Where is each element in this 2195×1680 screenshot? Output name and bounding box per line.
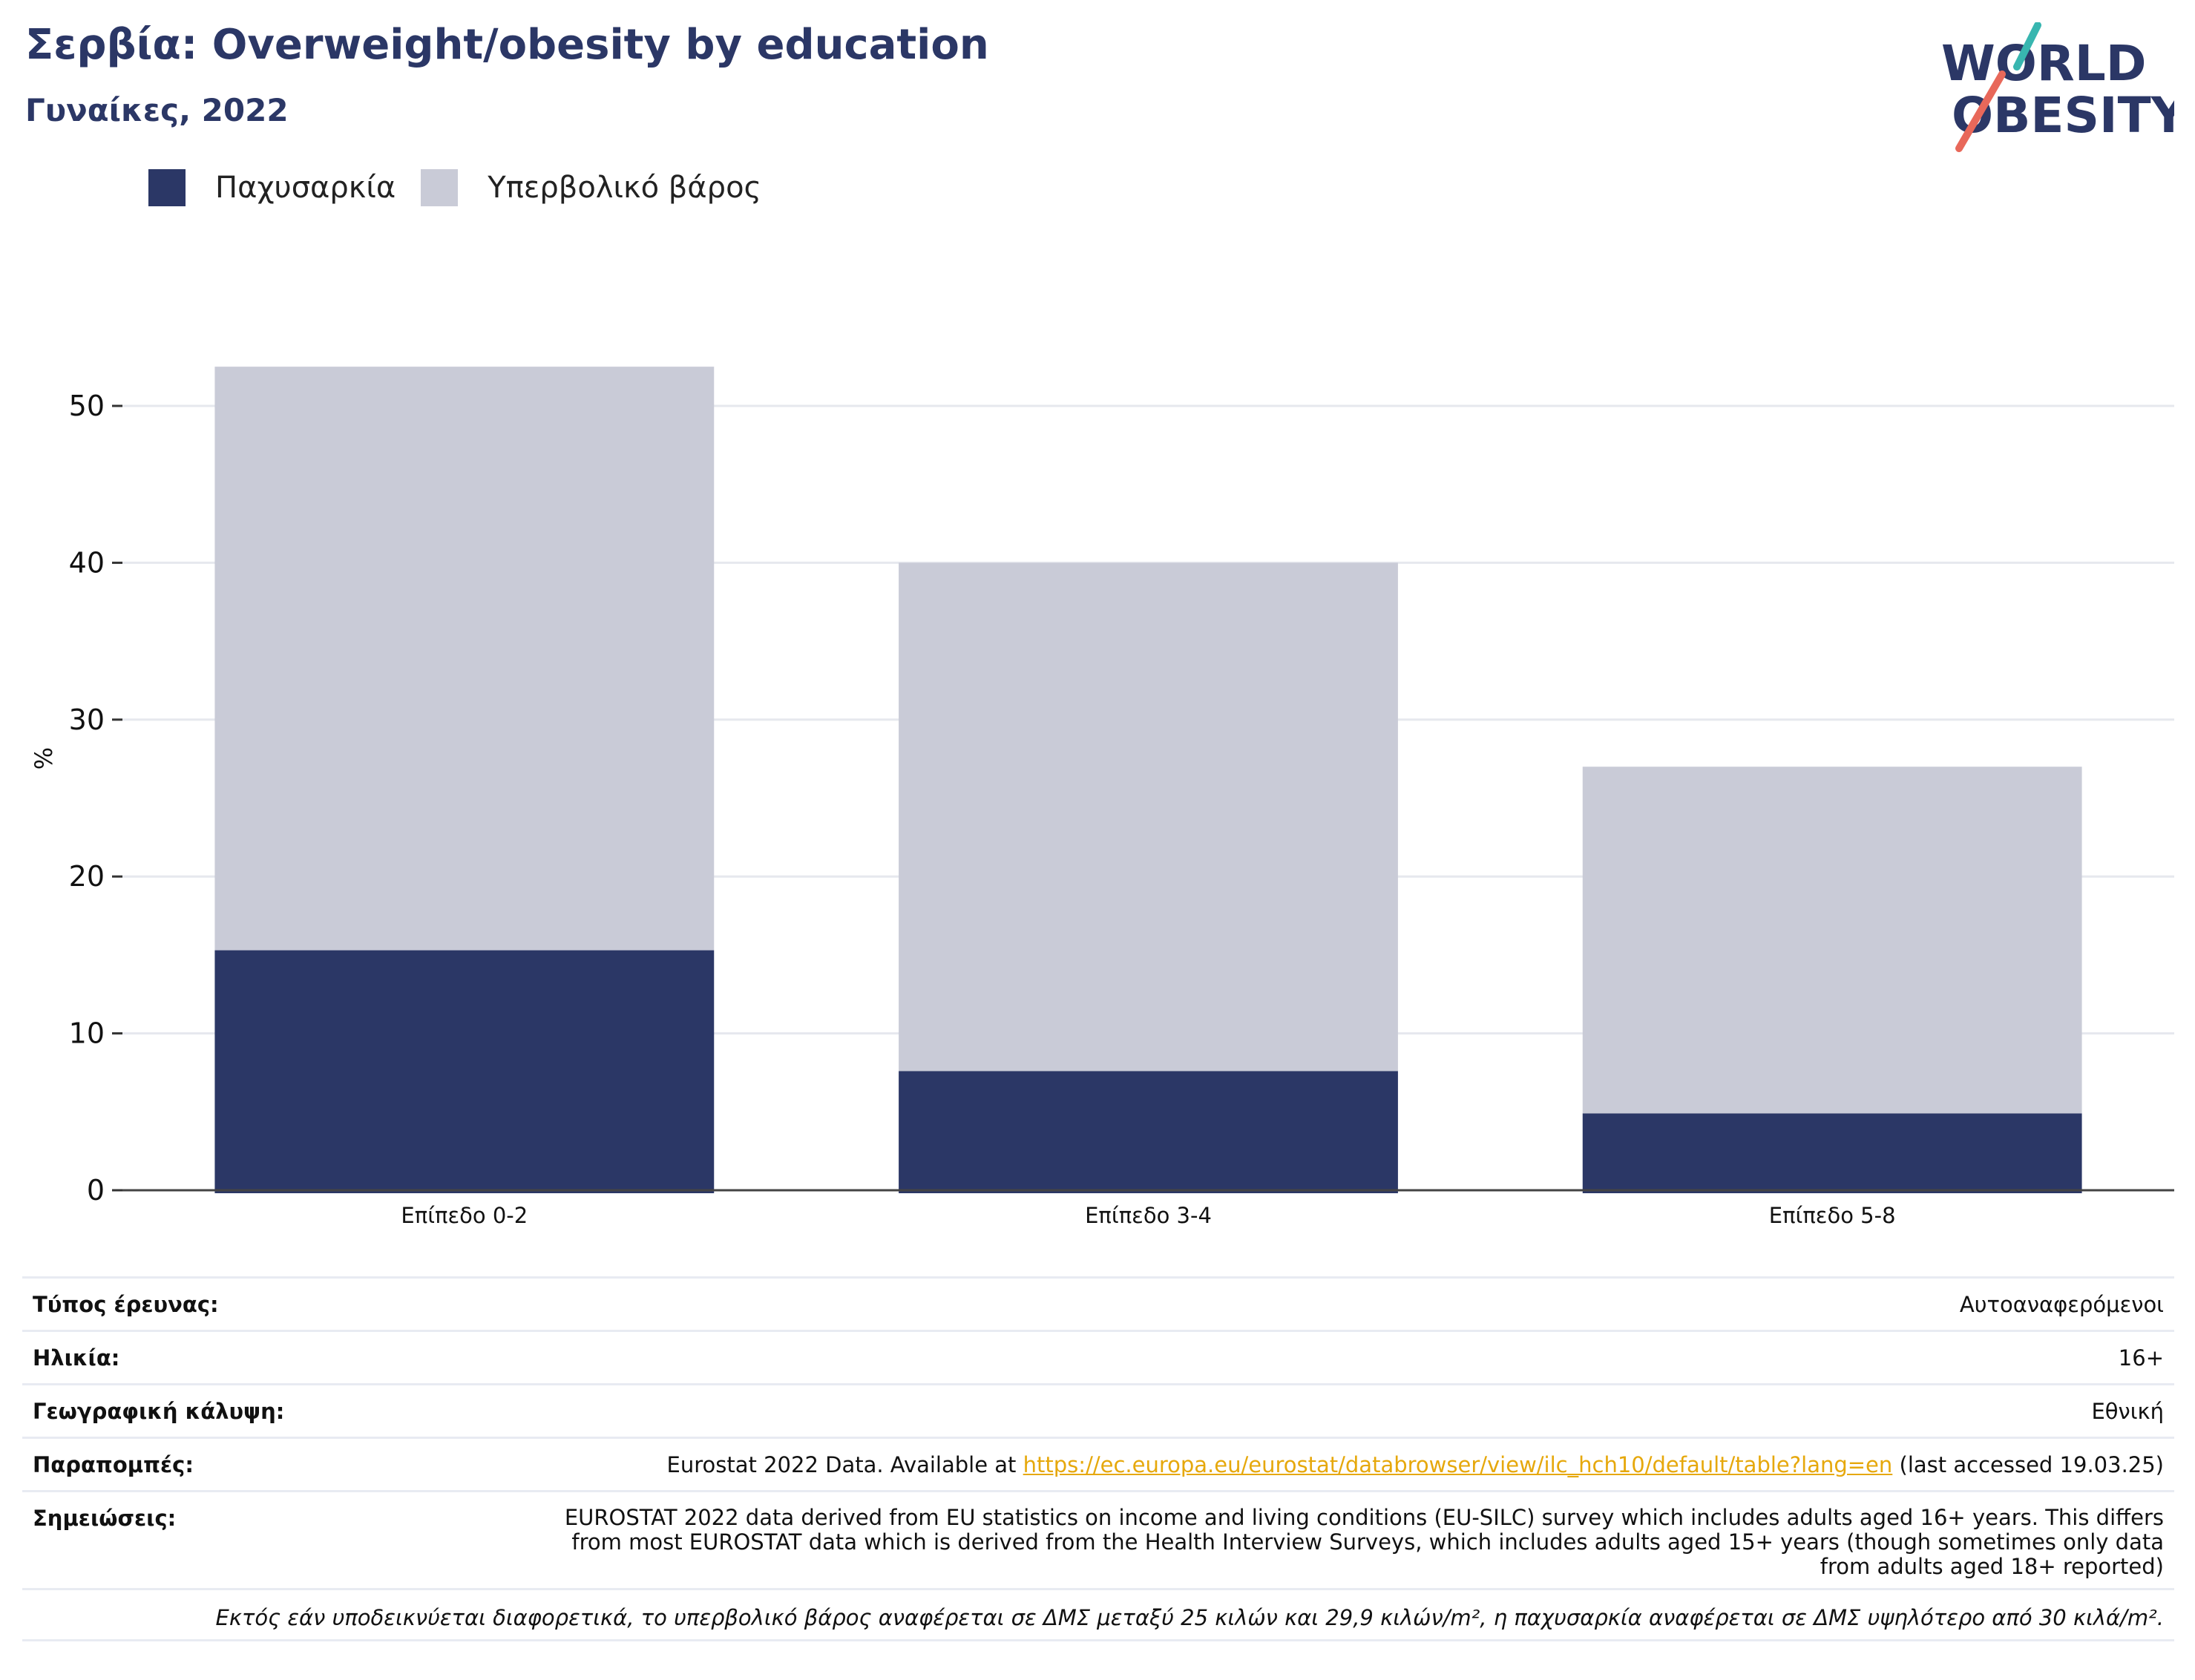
references-text-before: Eurostat 2022 Data. Available at xyxy=(666,1452,1023,1477)
y-tick-label-50: 50 xyxy=(69,390,105,422)
legend-swatch-obesity xyxy=(148,169,186,206)
y-axis-label: % xyxy=(30,747,58,770)
bar-overweight-3 xyxy=(1582,767,2082,1114)
info-table: Τύπος έρευνας: Αυτοαναφερόμενοι Ηλικία: … xyxy=(22,1276,2174,1588)
info-value-notes: EUROSTAT 2022 data derived from EU stati… xyxy=(564,1505,2164,1579)
info-label-coverage: Γεωγραφική κάλυψη: xyxy=(33,1399,285,1424)
info-label-references: Παραπομπές: xyxy=(33,1452,194,1477)
info-value-age: 16+ xyxy=(2118,1345,2164,1371)
y-tick-label-30: 30 xyxy=(69,703,105,736)
bar-overweight-1 xyxy=(214,367,715,951)
legend-item-obesity: Παχυσαρκία xyxy=(148,169,396,206)
bar-overweight-2 xyxy=(899,562,1398,1072)
references-text-after: (last accessed 19.03.25) xyxy=(1892,1452,2165,1477)
legend-item-overweight: Υπερβολικό βάρος xyxy=(421,169,761,206)
info-label-age: Ηλικία: xyxy=(33,1345,120,1371)
bar-obesity-2 xyxy=(899,1071,1398,1193)
chart-legend: Παχυσαρκία Υπερβολικό βάρος xyxy=(148,169,787,206)
logo-slash-coral xyxy=(1955,70,2006,152)
logo-world-text: WORLD xyxy=(1941,35,2147,92)
y-tick-label-20: 20 xyxy=(69,860,105,893)
x-tick-label-3: Επίπεδο 5-8 xyxy=(1769,1203,1896,1228)
x-tick-label-1: Επίπεδο 0-2 xyxy=(401,1203,528,1228)
bar-obesity-3 xyxy=(1582,1113,2082,1193)
legend-label-obesity: Παχυσαρκία xyxy=(215,171,396,205)
info-label-survey-type: Τύπος έρευνας: xyxy=(33,1292,219,1317)
info-value-survey-type: Αυτοαναφερόμενοι xyxy=(1959,1292,2164,1317)
info-row-age: Ηλικία: 16+ xyxy=(22,1330,2174,1383)
y-tick-label-10: 10 xyxy=(69,1017,105,1050)
x-tick-label-2: Επίπεδο 3-4 xyxy=(1085,1203,1212,1228)
info-row-notes: Σημειώσεις: EUROSTAT 2022 data derived f… xyxy=(22,1490,2174,1588)
info-row-references: Παραπομπές: Eurostat 2022 Data. Availabl… xyxy=(22,1437,2174,1490)
references-link[interactable]: https://ec.europa.eu/eurostat/databrowse… xyxy=(1023,1452,1893,1477)
info-label-notes: Σημειώσεις: xyxy=(33,1506,177,1531)
chart-subtitle: Γυναίκες, 2022 xyxy=(25,92,289,128)
stacked-bar-chart: 0 10 20 30 40 50% Επίπεδο 0-2 Επίπεδο 3-4 Επίπεδ… xyxy=(30,367,2174,1228)
y-tick-label-40: 40 xyxy=(69,546,105,579)
world-obesity-logo: WORLD OBESITY xyxy=(1941,22,2174,152)
footnote: Εκτός εάν υποδεικνύεται διαφορετικά, το … xyxy=(22,1588,2174,1641)
bar-obesity-1 xyxy=(214,950,715,1193)
legend-swatch-overweight xyxy=(421,169,459,206)
chart-title: Σερβία: Overweight/obesity by education xyxy=(25,21,989,69)
legend-label-overweight: Υπερβολικό βάρος xyxy=(488,171,762,205)
info-row-coverage: Γεωγραφική κάλυψη: Εθνική xyxy=(22,1383,2174,1437)
info-row-survey-type: Τύπος έρευνας: Αυτοαναφερόμενοι xyxy=(22,1276,2174,1330)
info-value-references: Eurostat 2022 Data. Available at https:/… xyxy=(667,1452,2164,1477)
info-value-coverage: Εθνική xyxy=(2091,1399,2164,1424)
logo-slash-teal xyxy=(2013,22,2041,70)
y-tick-label-0: 0 xyxy=(87,1174,105,1207)
